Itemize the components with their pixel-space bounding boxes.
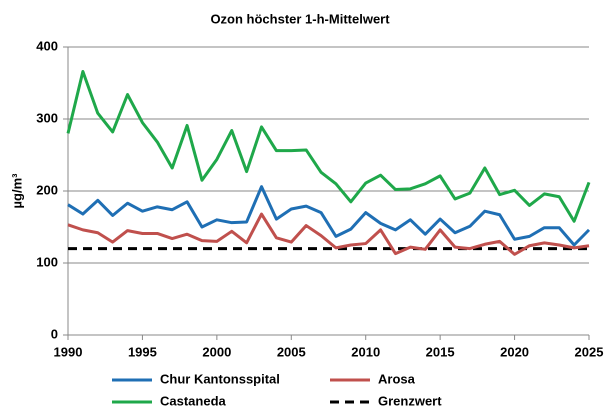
legend-label: Grenzwert (378, 393, 442, 408)
y-tick-label: 300 (36, 110, 58, 125)
legend-label: Arosa (378, 371, 416, 386)
x-tick-label: 2000 (202, 344, 231, 359)
x-tick-label: 2015 (426, 344, 455, 359)
y-axis-label: µg/m³ (9, 173, 24, 209)
x-tick-label: 2010 (351, 344, 380, 359)
legend-label: Castaneda (160, 393, 227, 408)
y-tick-label: 100 (36, 254, 58, 269)
legend-label: Chur Kantonsspital (160, 371, 280, 386)
chart-title: Ozon höchster 1-h-Mittelwert (210, 11, 390, 26)
x-tick-label: 1995 (128, 344, 157, 359)
y-tick-label: 400 (36, 38, 58, 53)
x-tick-label: 1990 (54, 344, 83, 359)
y-tick-label: 200 (36, 182, 58, 197)
series-line (67, 185, 591, 247)
x-tick-label: 2025 (575, 344, 604, 359)
x-tick-label: 2020 (500, 344, 529, 359)
series-line (67, 212, 590, 256)
series-line (66, 69, 591, 223)
x-tick-label: 2005 (277, 344, 306, 359)
y-tick-label: 0 (51, 326, 58, 341)
